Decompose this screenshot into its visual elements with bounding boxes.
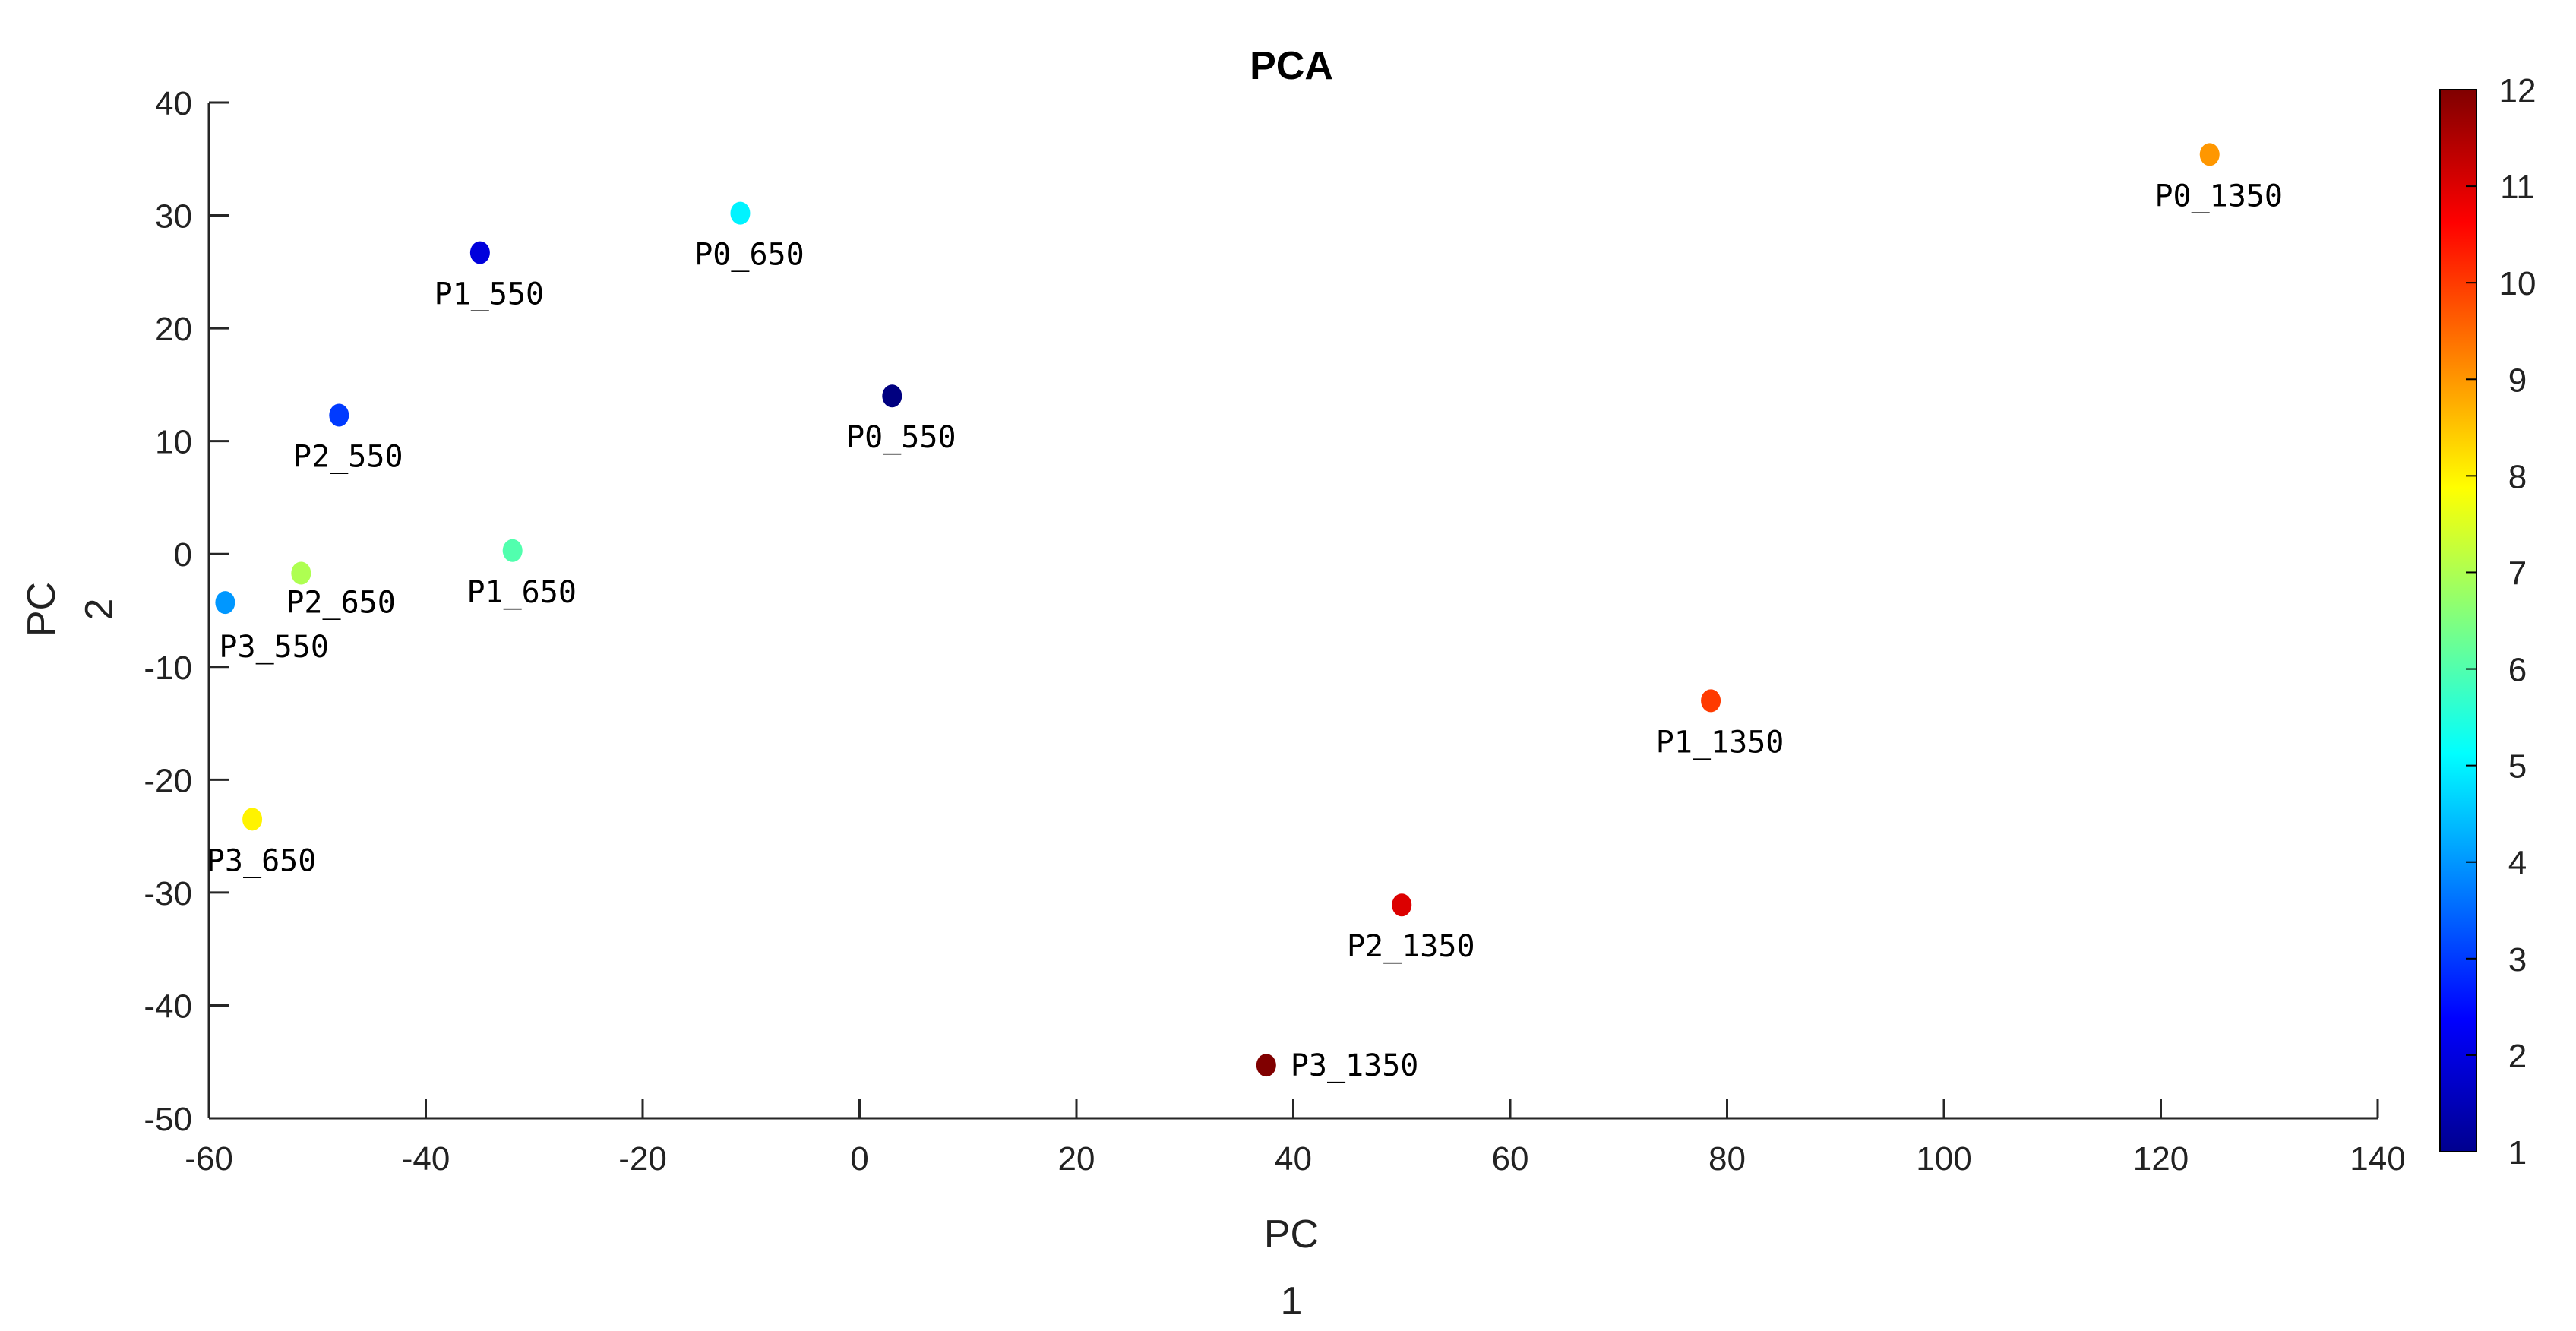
data-point bbox=[291, 561, 311, 585]
data-point bbox=[329, 403, 349, 427]
y-tick-label: 10 bbox=[155, 424, 192, 461]
data-point-label: P1_550 bbox=[435, 277, 545, 312]
colorbar-tick-label: 12 bbox=[2499, 72, 2536, 109]
data-point-label: P1_1350 bbox=[1656, 725, 1784, 760]
y-axis-title-line2: 2 bbox=[77, 599, 122, 621]
colorbar-tick-label: 3 bbox=[2508, 941, 2527, 978]
data-point-label: P3_1350 bbox=[1291, 1048, 1419, 1083]
data-point bbox=[469, 241, 490, 264]
colorbar-gradient bbox=[2439, 89, 2477, 1152]
data-point bbox=[2199, 143, 2220, 166]
data-point-label: P2_650 bbox=[286, 585, 396, 620]
x-tick-label: 60 bbox=[1492, 1140, 1529, 1178]
y-tick-label: -20 bbox=[144, 762, 192, 799]
x-tick-label: 20 bbox=[1058, 1140, 1095, 1178]
x-tick-label: 40 bbox=[1275, 1140, 1312, 1178]
y-tick-label: -40 bbox=[144, 988, 192, 1025]
data-point-label: P2_550 bbox=[293, 439, 403, 474]
data-point-label: P3_650 bbox=[207, 843, 317, 878]
y-tick-label: -10 bbox=[144, 650, 192, 687]
data-point-label: P2_1350 bbox=[1347, 929, 1475, 964]
x-tick-label: 80 bbox=[1708, 1140, 1746, 1178]
data-point bbox=[502, 539, 523, 562]
y-tick-label: 0 bbox=[174, 536, 192, 574]
data-point bbox=[1256, 1054, 1276, 1077]
colorbar-tick-label: 7 bbox=[2508, 555, 2527, 592]
colorbar-tick-label: 2 bbox=[2508, 1038, 2527, 1075]
colorbar-tick-label: 1 bbox=[2508, 1134, 2527, 1171]
data-point-label: P0_1350 bbox=[2154, 179, 2283, 213]
colorbar-tick-label: 11 bbox=[2500, 169, 2535, 206]
plot-axes: -60 -40 -20 0 20 40 60 80 100 120 140-50-40-30-20-… bbox=[144, 85, 2405, 1178]
x-tick-label: 120 bbox=[2133, 1140, 2189, 1178]
x-axis-title-line1: PC bbox=[1264, 1212, 1319, 1257]
chart-title: PCA bbox=[1250, 44, 1333, 88]
x-tick-label: 140 bbox=[2350, 1140, 2405, 1178]
x-tick-label: -60 bbox=[185, 1140, 233, 1178]
data-point-label: P0_550 bbox=[846, 420, 956, 455]
y-axis-title-line1: PC bbox=[20, 582, 64, 637]
y-tick-label: 40 bbox=[155, 85, 192, 122]
colorbar-tick-label: 8 bbox=[2508, 458, 2527, 495]
data-point bbox=[730, 201, 751, 225]
colorbar-tick-label: 6 bbox=[2508, 652, 2527, 689]
colorbar-tick-label: 4 bbox=[2508, 845, 2527, 882]
data-point bbox=[882, 384, 902, 408]
data-point bbox=[242, 808, 263, 831]
x-tick-label: -20 bbox=[618, 1140, 667, 1178]
x-tick-label: 100 bbox=[1916, 1140, 1971, 1178]
y-tick-label: -50 bbox=[144, 1101, 192, 1138]
colorbar-tick-label: 9 bbox=[2508, 362, 2527, 399]
colorbar-tick-label: 10 bbox=[2499, 265, 2536, 302]
data-point-label: P0_650 bbox=[694, 238, 804, 273]
y-tick-label: 30 bbox=[155, 198, 192, 236]
data-point-label: P3_550 bbox=[219, 630, 329, 665]
data-point bbox=[215, 591, 235, 615]
data-point bbox=[1701, 689, 1721, 713]
data-points: P0_550 P1_550 P2_550 P3_550 P0_650 P1_650 P2_6… bbox=[207, 143, 2283, 1083]
y-tick-label: -30 bbox=[144, 875, 192, 912]
x-tick-label: 0 bbox=[850, 1140, 868, 1178]
y-tick-label: 20 bbox=[155, 311, 192, 348]
colorbar-tick-label: 5 bbox=[2508, 748, 2527, 786]
x-tick-label: -40 bbox=[402, 1140, 450, 1178]
x-axis-title-line2: 1 bbox=[1281, 1279, 1303, 1323]
data-point bbox=[1392, 893, 1412, 917]
data-point-label: P1_650 bbox=[466, 575, 577, 610]
